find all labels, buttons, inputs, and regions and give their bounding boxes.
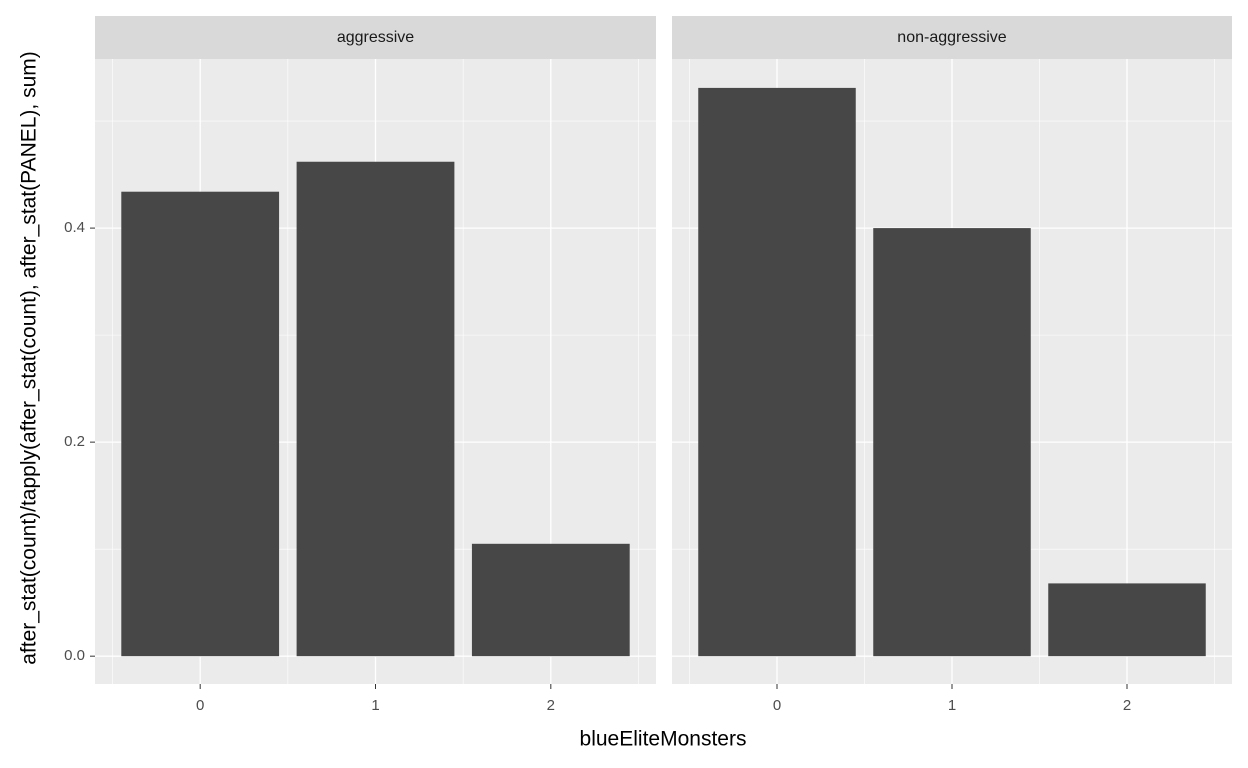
y-tick-label: 0.2 (64, 433, 85, 450)
x-tick-label: 0 (773, 697, 781, 714)
x-tick-label: 0 (196, 697, 204, 714)
y-tick-label: 0.4 (64, 219, 85, 236)
x-tick-label: 1 (948, 697, 956, 714)
strip-label: non-aggressive (897, 29, 1007, 46)
y-tick-label: 0.0 (64, 647, 85, 664)
bar (296, 161, 455, 657)
x-tick-label: 1 (371, 697, 379, 714)
x-tick-label: 2 (1123, 697, 1131, 714)
bar (471, 543, 630, 657)
bar (1048, 583, 1206, 657)
strip-label: aggressive (337, 29, 414, 46)
strip (95, 16, 656, 59)
strip (672, 16, 1232, 59)
y-axis-title: after_stat(count)/tapply(after_stat(coun… (18, 51, 41, 665)
x-tick-label: 2 (547, 697, 555, 714)
bar (698, 87, 856, 657)
bar (873, 228, 1031, 657)
bar (121, 191, 280, 657)
x-axis-title: blueEliteMonsters (580, 728, 747, 751)
